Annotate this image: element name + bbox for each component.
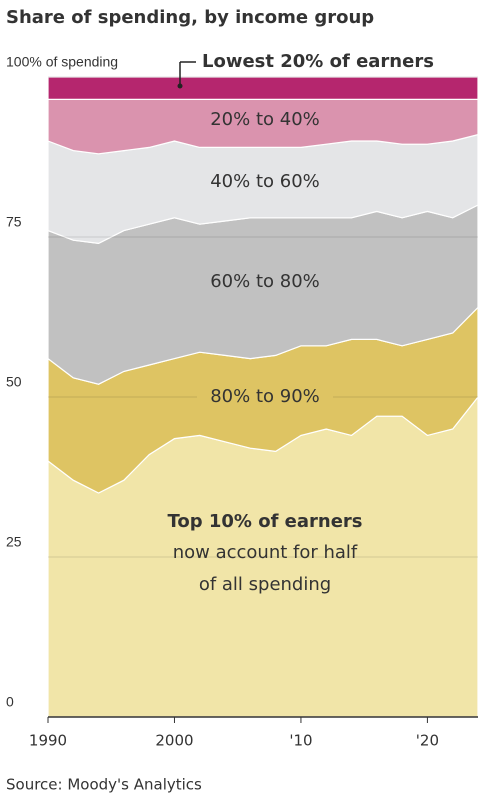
leader-dot bbox=[177, 83, 183, 89]
area bbox=[47, 76, 479, 100]
x-tick-label: 1990 bbox=[29, 732, 67, 750]
x-tick-label: '10 bbox=[289, 732, 312, 750]
x-tick-label: 2000 bbox=[155, 732, 193, 750]
y-tick-label: 100% of spending bbox=[6, 54, 118, 70]
source: Source: Moody's Analytics bbox=[6, 776, 202, 794]
y-tick-label: 75 bbox=[6, 214, 22, 230]
series-label: 60% to 80% bbox=[210, 271, 320, 292]
x-tick-label: '20 bbox=[416, 732, 439, 750]
y-tick-label: 25 bbox=[6, 534, 22, 550]
chart-title: Share of spending, by income group bbox=[6, 7, 374, 28]
label-bg bbox=[197, 384, 333, 410]
y-tick-label: 0 bbox=[6, 694, 14, 710]
series-label: 40% to 60% bbox=[210, 171, 320, 192]
annotation: of all spending bbox=[199, 574, 331, 595]
series-label: 80% to 90% bbox=[210, 386, 320, 407]
series-label: 20% to 40% bbox=[210, 109, 320, 130]
series-label: Lowest 20% of earners bbox=[202, 51, 434, 72]
annotation: now account for half bbox=[173, 542, 358, 563]
series-label: Top 10% of earners bbox=[167, 511, 362, 532]
y-tick-label: 50 bbox=[6, 374, 22, 390]
